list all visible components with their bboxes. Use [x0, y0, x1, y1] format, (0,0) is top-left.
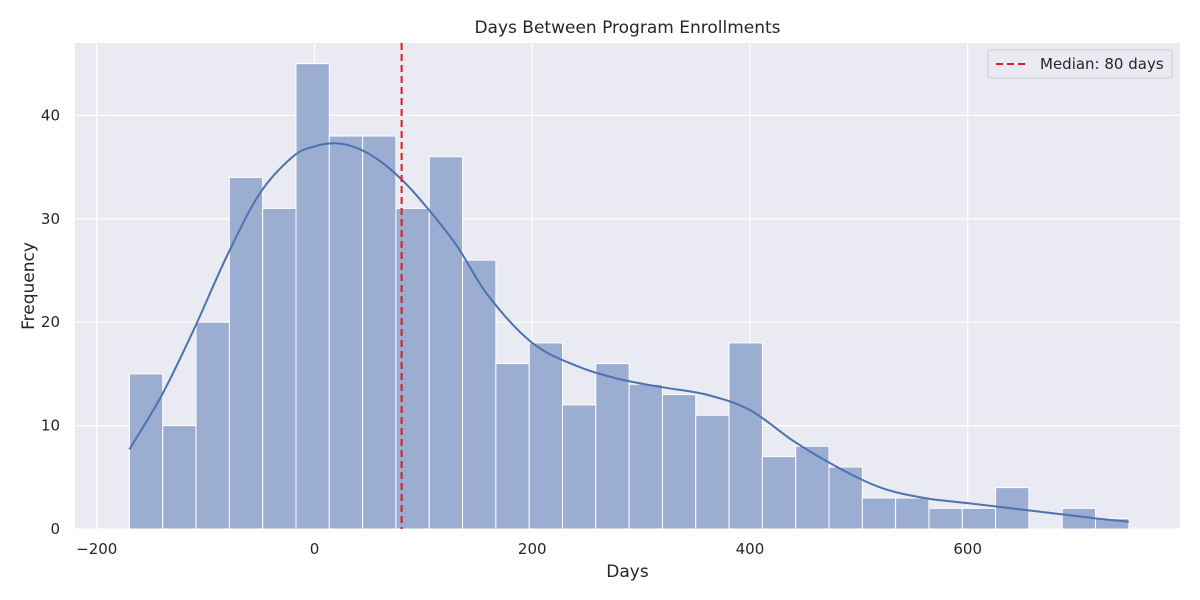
histogram-bar	[228, 176, 264, 530]
y-tick-labels: 0 10 20 30 40	[41, 106, 60, 538]
y-axis-label: Frequency	[19, 242, 39, 330]
histogram-bar	[1095, 518, 1130, 530]
histogram-bar	[562, 404, 597, 530]
histogram-bar	[828, 466, 863, 530]
histogram-bar	[528, 342, 564, 530]
histogram-bars	[128, 63, 1130, 530]
histogram-bar	[628, 383, 663, 530]
histogram-bar	[728, 342, 763, 530]
histogram-bar	[128, 373, 164, 530]
legend-median-label: Median: 80 days	[1040, 55, 1164, 73]
chart-title: Days Between Program Enrollments	[474, 18, 780, 38]
legend: Median: 80 days	[987, 49, 1173, 79]
x-tick-label: 0	[310, 540, 320, 558]
histogram-bar	[428, 156, 464, 530]
legend-box	[987, 49, 1173, 79]
histogram-bar	[928, 507, 963, 530]
histogram-bar	[162, 425, 197, 530]
histogram-bar	[761, 456, 797, 530]
y-tick-label: 20	[41, 313, 60, 331]
histogram-bar	[895, 497, 930, 530]
histogram-bar	[195, 321, 230, 530]
histogram-bar	[295, 63, 330, 530]
histogram-bar	[595, 363, 630, 530]
x-tick-label: 400	[736, 540, 765, 558]
y-tick-label: 30	[41, 210, 60, 228]
x-tick-label: 600	[953, 540, 982, 558]
x-tick-labels: −200 0 200 400 600	[76, 540, 982, 558]
y-tick-label: 40	[41, 106, 60, 124]
histogram-bar	[661, 394, 697, 530]
histogram-bar	[861, 497, 897, 530]
histogram-bar	[495, 363, 530, 530]
y-tick-label: 10	[41, 417, 60, 435]
x-tick-label: 200	[518, 540, 547, 558]
y-tick-label: 0	[50, 520, 60, 538]
histogram-bar	[961, 507, 997, 530]
histogram-bar	[695, 414, 730, 530]
x-axis-label: Days	[606, 562, 649, 582]
histogram-bar	[262, 207, 297, 530]
histogram-bar	[362, 135, 397, 530]
kde-curve	[128, 142, 1129, 523]
histogram-bar	[462, 259, 497, 530]
x-tick-label: −200	[76, 540, 117, 558]
histogram-bar	[328, 135, 364, 530]
